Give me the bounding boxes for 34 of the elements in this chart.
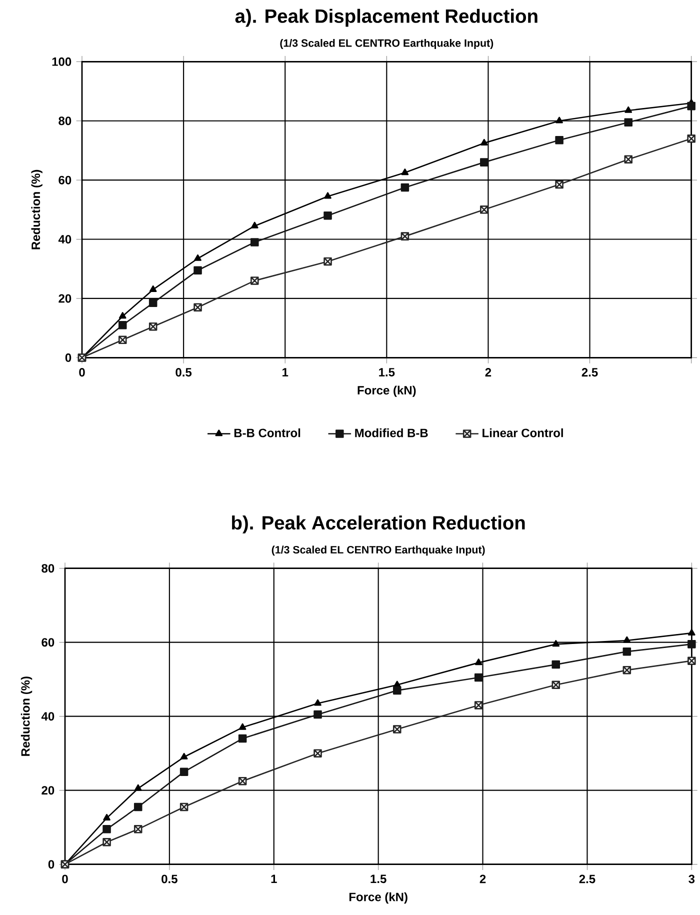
x-tick-label: 1 [271, 874, 277, 883]
x-axis-title: Force (kN) [349, 892, 408, 904]
x-axis-title: Force (kN) [358, 386, 416, 397]
y-axis-title: Reduction (%) [20, 676, 32, 756]
y-tick-label: 20 [42, 786, 54, 795]
x-tick-label: 0.5 [162, 874, 178, 884]
y-tick-label: 40 [41, 712, 54, 721]
legend-label: Modified B-B [355, 428, 428, 438]
y-axis-title: Reduction (%) [31, 170, 42, 250]
y-tick-label: 80 [58, 116, 72, 126]
legend-label: Linear Control [482, 428, 563, 438]
x-tick-label: 3 [688, 874, 695, 884]
y-tick-label: 20 [58, 294, 72, 303]
chart-title: a). Peak Displacement Reduction [235, 8, 538, 27]
x-tick-label: 1 [282, 368, 288, 376]
x-tick-label: 2 [485, 368, 492, 376]
x-tick-label: 2.5 [582, 368, 598, 377]
y-tick-label: 0 [65, 353, 72, 362]
y-tick-label: 60 [42, 638, 54, 647]
y-tick-label: 80 [42, 564, 54, 573]
y-tick-label: 60 [58, 176, 72, 184]
x-tick-label: 1.5 [370, 874, 386, 884]
y-tick-label: 100 [52, 57, 72, 66]
y-tick-label: 0 [48, 860, 54, 869]
y-tick-label: 40 [58, 235, 72, 244]
chart-subtitle: (1/3 Scaled EL CENTRO Earthquake Input) [280, 39, 494, 49]
x-tick-label: 2 [480, 874, 486, 884]
x-tick-label: 2.5 [579, 874, 596, 884]
legend-label: B-B Control [234, 428, 300, 438]
x-tick-label: 0.5 [176, 368, 192, 377]
chart-title: b). Peak Acceleration Reduction [232, 516, 525, 534]
x-tick-label: 1.5 [379, 368, 395, 376]
x-tick-label: 0 [79, 368, 85, 377]
chart-subtitle: (1/3 Scaled EL CENTRO Earthquake Input) [272, 546, 485, 556]
